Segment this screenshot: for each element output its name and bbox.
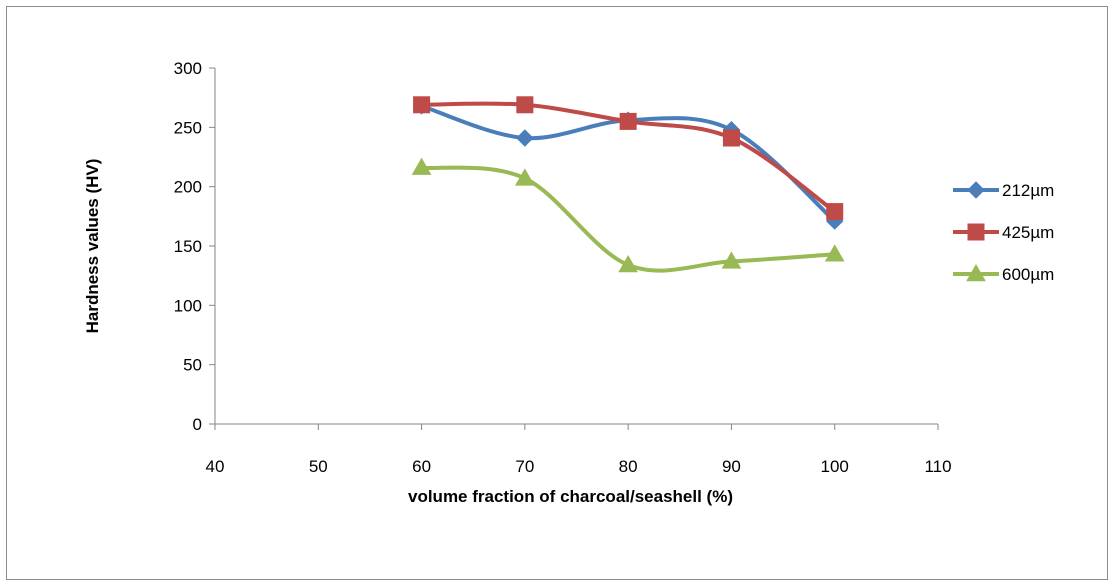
axes: 0 50 100 150 200 250 300 40 50 60 70 80 90 100 110 (174, 59, 952, 476)
data-point (516, 96, 534, 114)
x-axis-title: volume fraction of charcoal/seashell (%) (408, 487, 733, 506)
y-axis-title: Hardness values (HV) (83, 159, 102, 334)
legend-label: 600µm (1002, 265, 1054, 284)
y-tick-label: 0 (193, 415, 202, 434)
x-tick-label: 80 (619, 457, 638, 476)
y-tick-label: 300 (174, 59, 202, 78)
data-point (514, 168, 535, 186)
legend-marker (966, 263, 986, 282)
legend: 212µm 425µm 600µm (953, 181, 1054, 284)
x-tick-label: 60 (412, 457, 431, 476)
series-layer (411, 96, 845, 273)
data-point (413, 96, 431, 114)
x-tick-label: 110 (924, 457, 951, 476)
x-tick-label: 90 (722, 457, 741, 476)
legend-marker (967, 223, 985, 241)
y-tick-label: 250 (174, 118, 202, 137)
data-point (618, 254, 639, 273)
data-point (824, 244, 845, 262)
legend-item: 425µm (953, 223, 1054, 242)
data-point (826, 203, 844, 221)
x-tick-label: 40 (206, 457, 225, 476)
data-point (516, 129, 534, 147)
data-point (722, 129, 740, 147)
series-1 (413, 96, 844, 221)
data-point (411, 157, 432, 175)
chart-frame (6, 6, 1108, 580)
y-tick-label: 200 (174, 178, 202, 197)
legend-item: 600µm (953, 263, 1054, 284)
y-tick-label: 100 (174, 296, 202, 315)
y-tick-label: 150 (174, 237, 202, 256)
y-tick-label: 50 (183, 356, 202, 375)
data-point (619, 112, 637, 130)
legend-item: 212µm (953, 181, 1054, 200)
x-tick-label: 70 (515, 457, 534, 476)
legend-label: 212µm (1002, 181, 1054, 200)
x-tick-label: 50 (309, 457, 328, 476)
data-point (721, 251, 742, 269)
legend-label: 425µm (1002, 223, 1054, 242)
series-2 (411, 157, 845, 273)
x-tick-label: 100 (821, 457, 849, 476)
legend-marker (967, 181, 985, 199)
